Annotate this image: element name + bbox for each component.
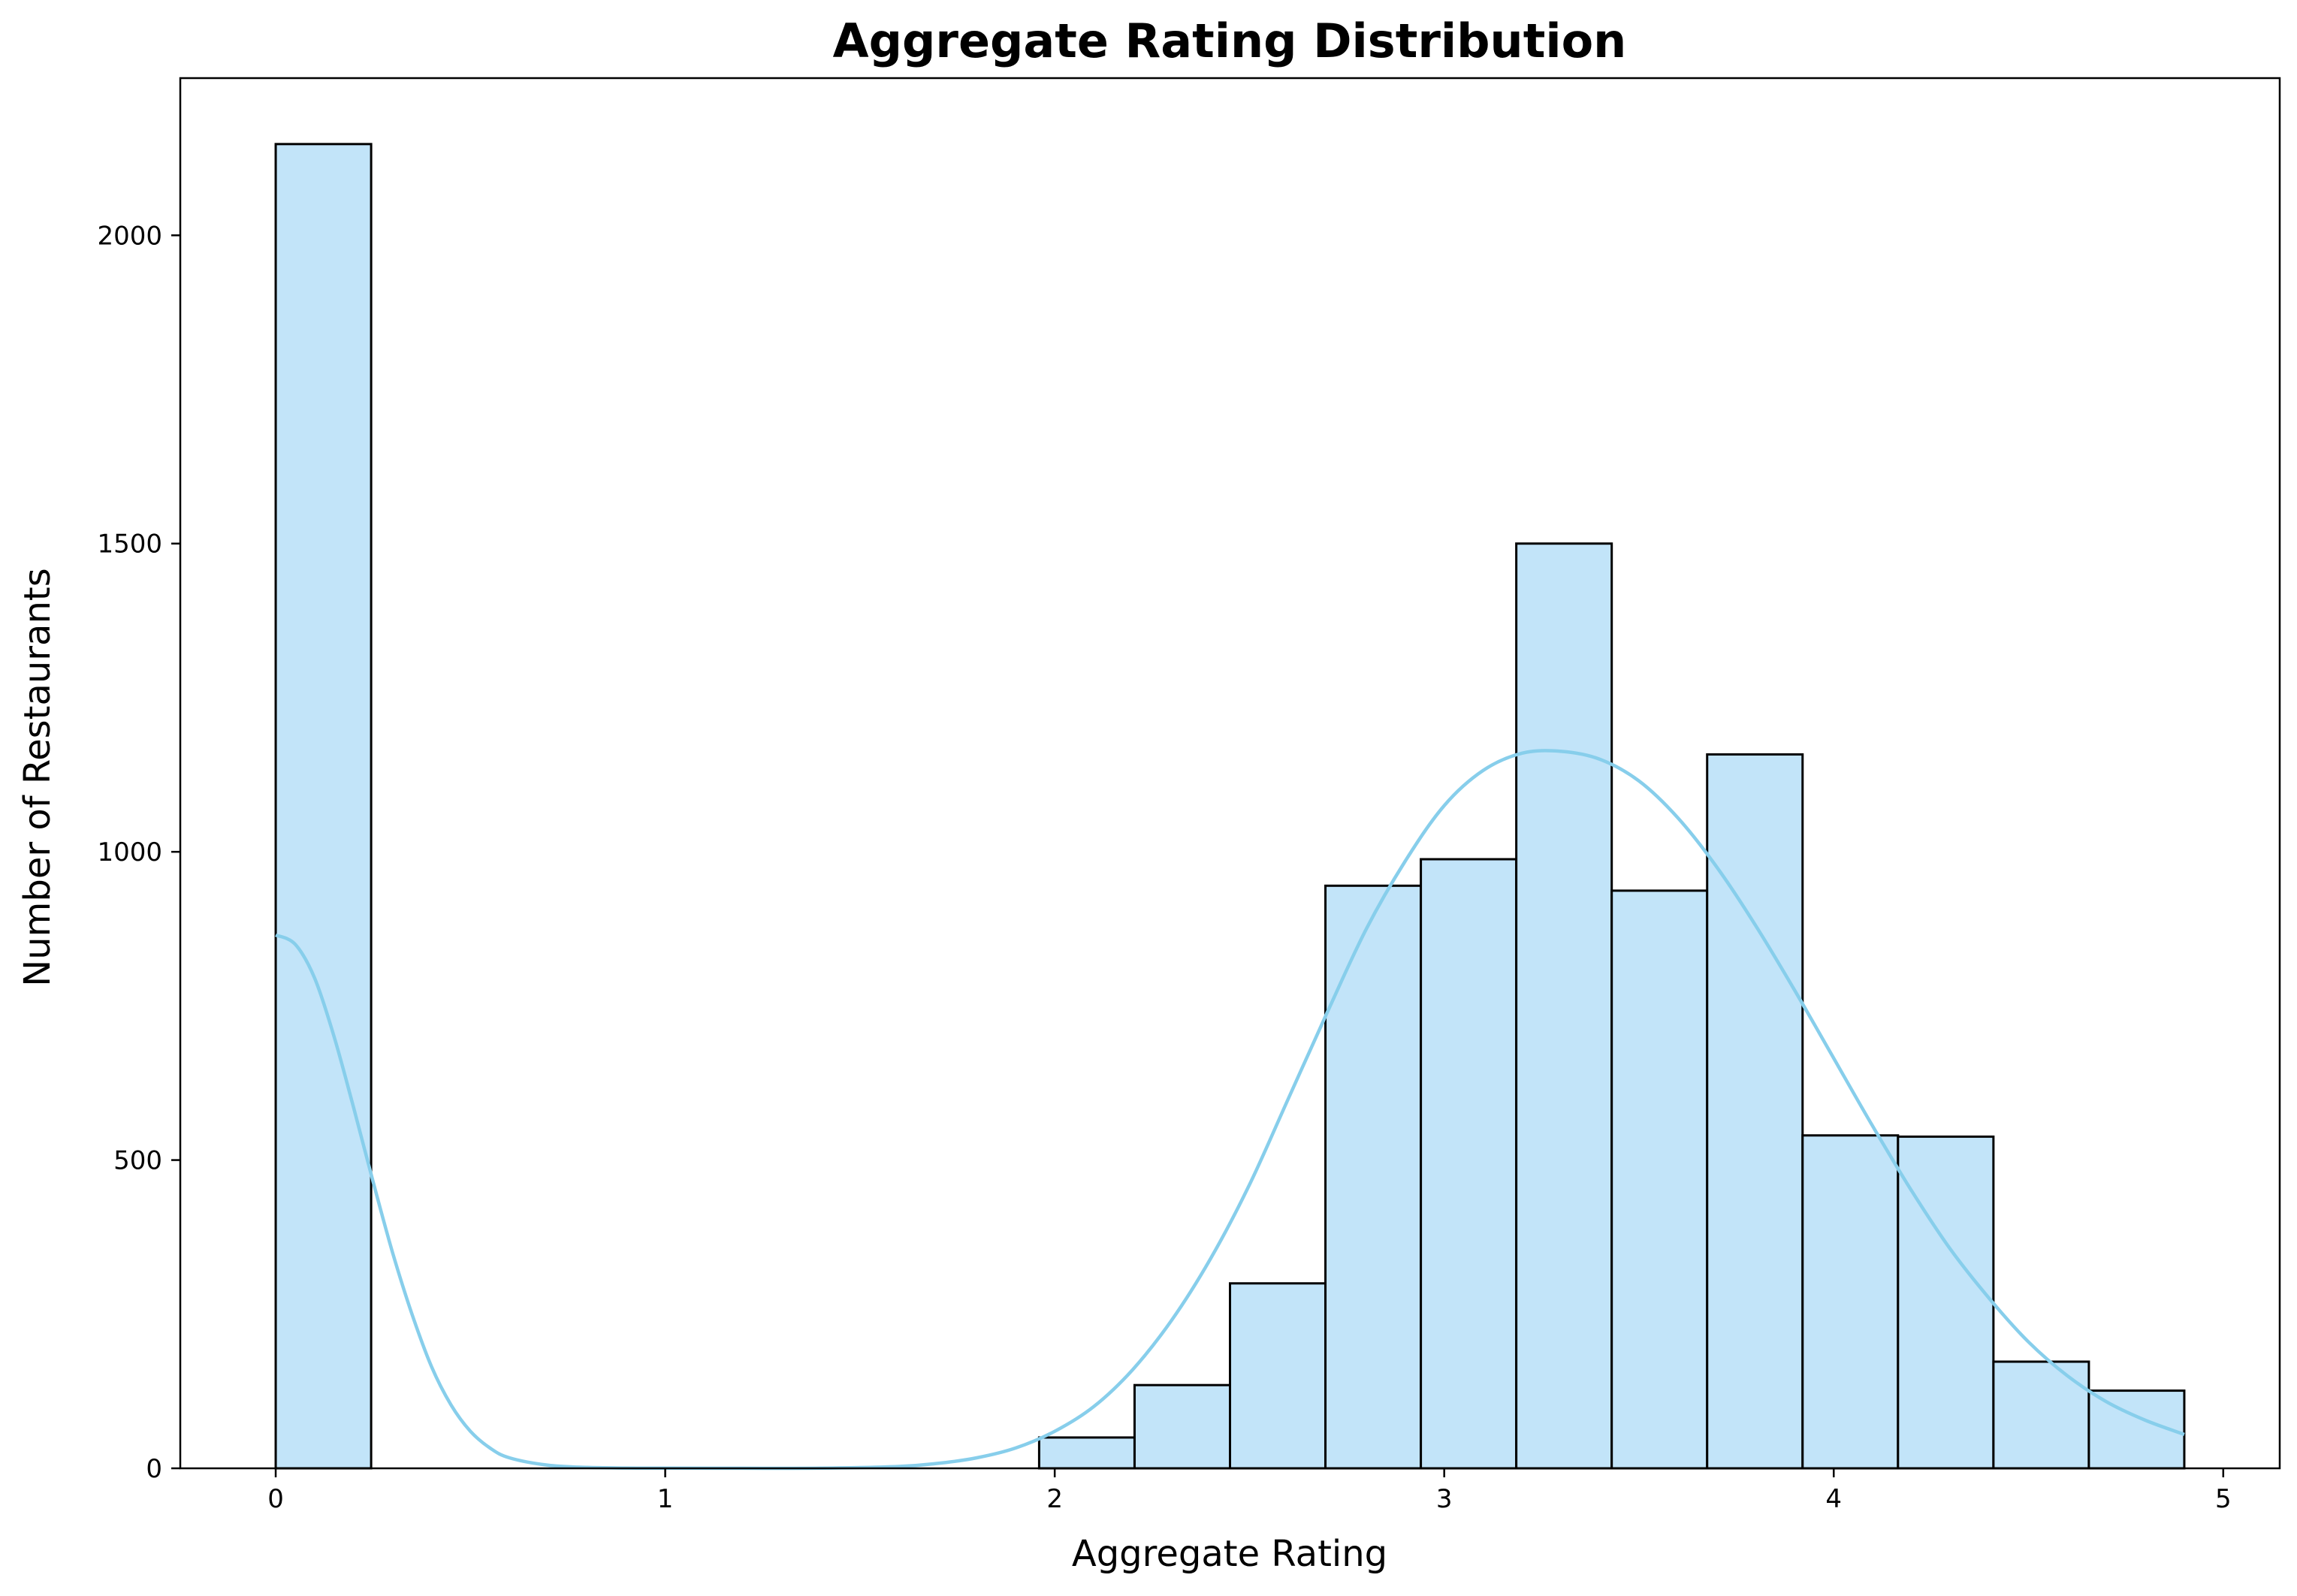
y-tick-label: 2000 <box>97 221 162 251</box>
histogram-bar <box>1610 889 1709 1470</box>
y-tick-label: 1500 <box>97 529 162 560</box>
histogram-bars <box>274 143 2186 1470</box>
y-tick-label: 500 <box>113 1146 162 1176</box>
histogram-bar <box>274 143 373 1470</box>
histogram-bar <box>1801 1134 1900 1470</box>
y-tick-label: 0 <box>146 1454 162 1484</box>
chart-title: Aggregate Rating Distribution <box>833 14 1627 68</box>
y-axis-ticks: 0 500 1000 1500 2000 <box>97 221 180 1484</box>
histogram-bar <box>1229 1282 1327 1470</box>
x-tick-label: 4 <box>1825 1484 1842 1514</box>
histogram-bar <box>1324 884 1423 1470</box>
x-tick-label: 5 <box>2215 1484 2232 1514</box>
x-axis-ticks: 0 1 2 3 4 5 <box>267 1468 2232 1514</box>
histogram-bar <box>1706 753 1804 1470</box>
x-tick-label: 2 <box>1046 1484 1063 1514</box>
histogram-bar <box>1420 858 1518 1470</box>
histogram-bar <box>1992 1360 2090 1470</box>
x-tick-label: 1 <box>657 1484 674 1514</box>
plot-frame <box>179 77 2281 1470</box>
histogram-bar <box>1897 1135 1995 1470</box>
histogram-bar <box>1037 1436 1136 1470</box>
x-tick-label: 0 <box>267 1484 284 1514</box>
histogram-bar <box>1133 1383 1232 1470</box>
x-tick-label: 3 <box>1436 1484 1453 1514</box>
y-tick-label: 1000 <box>97 837 162 867</box>
x-axis-label: Aggregate Rating <box>1072 1533 1387 1575</box>
y-axis-label: Number of Restaurants <box>17 568 59 986</box>
histogram-bar <box>1515 542 1613 1470</box>
kde-curve <box>275 749 2185 1471</box>
